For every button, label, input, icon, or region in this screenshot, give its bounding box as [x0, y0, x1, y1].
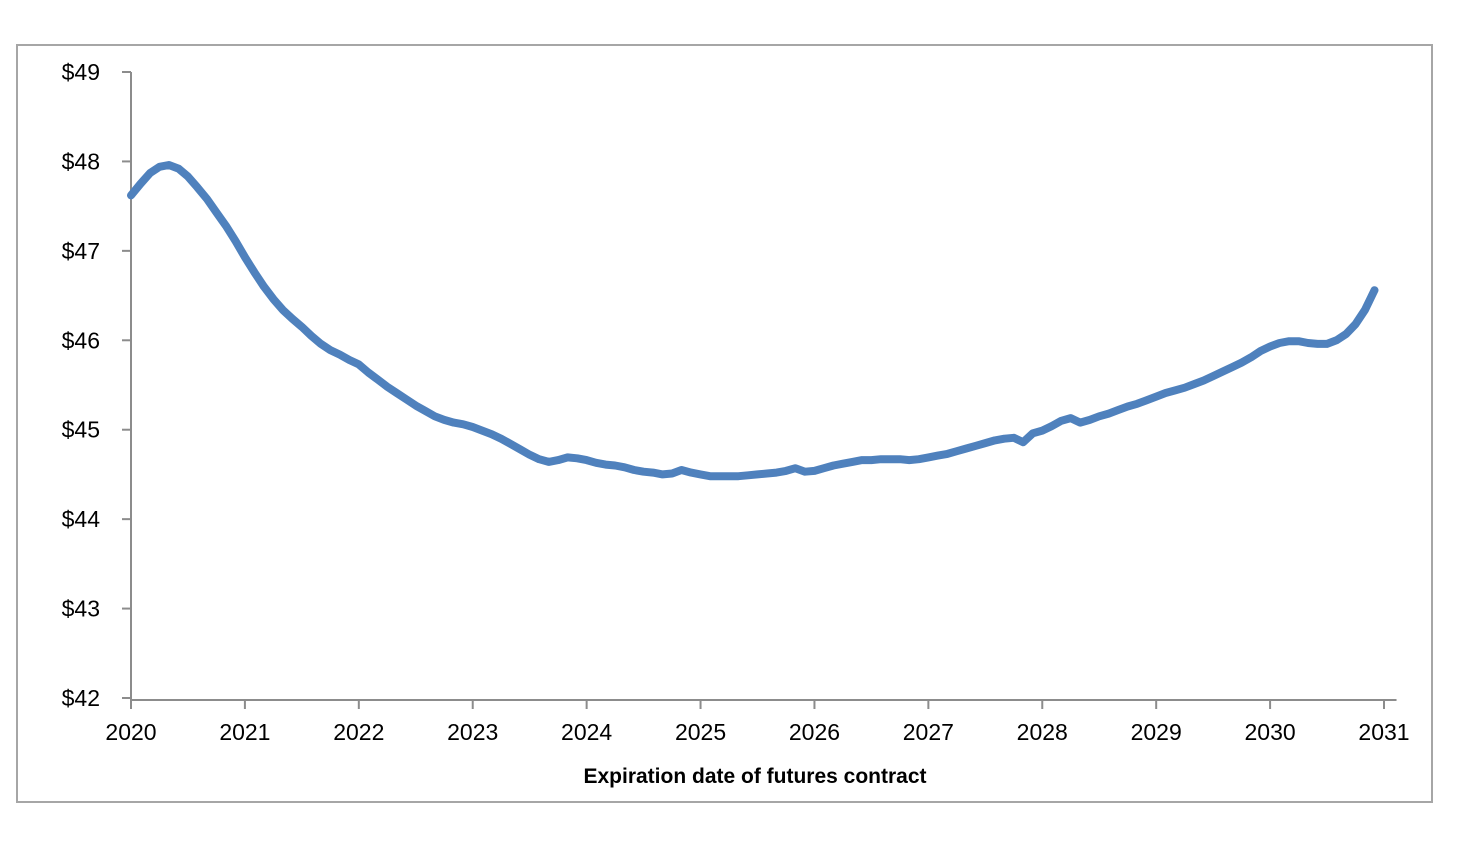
data-series — [127, 161, 1379, 481]
y-tick-label: $42 — [62, 685, 100, 711]
x-tick-label: 2021 — [219, 719, 270, 745]
axis-tick-labels: $42 $43 $44 $45 $46 $47 $48 $49 2020 2021 2022 2023… — [62, 59, 1410, 745]
x-tick-label: 2022 — [333, 719, 384, 745]
x-tick-label: 2028 — [1017, 719, 1068, 745]
x-tick-label: 2023 — [447, 719, 498, 745]
x-tick-label: 2029 — [1131, 719, 1182, 745]
chart-border — [16, 44, 1433, 803]
x-tick-label: 2031 — [1358, 719, 1409, 745]
y-tick-label: $45 — [62, 417, 100, 443]
x-tick-label: 2025 — [675, 719, 726, 745]
x-tick-label: 2024 — [561, 719, 612, 745]
x-tick-label: 2020 — [105, 719, 156, 745]
futures-price-line — [127, 161, 1379, 481]
y-tick-label: $44 — [62, 506, 101, 532]
y-tick-label: $47 — [62, 238, 100, 264]
y-tick-label: $43 — [62, 596, 100, 622]
y-tick-label: $49 — [62, 59, 100, 85]
x-axis-title: Expiration date of futures contract — [583, 765, 926, 788]
axes — [122, 70, 1397, 709]
y-tick-label: $48 — [62, 148, 100, 174]
x-tick-label: 2030 — [1245, 719, 1296, 745]
x-tick-label: 2027 — [903, 719, 954, 745]
x-tick-label: 2026 — [789, 719, 840, 745]
y-tick-label: $46 — [62, 327, 100, 353]
